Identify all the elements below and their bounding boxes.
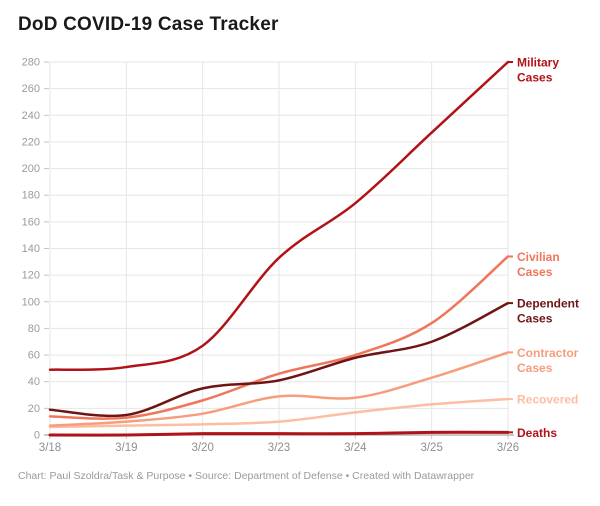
y-axis-label: 100 (22, 296, 40, 308)
chart-footer: Chart: Paul Szoldra/Task & Purpose • Sou… (18, 470, 475, 482)
y-axis-label: 0 (34, 430, 40, 442)
y-axis-label: 180 (22, 190, 40, 202)
series-line-dependent-cases (48, 301, 510, 418)
series-label-dependent-cases: Dependent Cases (517, 297, 579, 326)
y-axis-label: 280 (22, 57, 40, 69)
y-axis-label: 160 (22, 216, 40, 228)
y-axis-label: 140 (22, 243, 40, 255)
series-label-contractor-cases: Contractor Cases (517, 346, 579, 375)
y-axis-label: 80 (28, 323, 40, 335)
y-axis-label: 40 (28, 376, 40, 388)
y-axis-label: 260 (22, 83, 40, 95)
x-axis-label: 3/23 (268, 442, 290, 454)
series-label-recovered: Recovered (517, 393, 578, 407)
series-label-military-cases: Military Cases (517, 56, 559, 85)
y-axis-label: 220 (22, 136, 40, 148)
series-line-deaths (48, 430, 510, 437)
series-line-contractor-cases (48, 351, 510, 427)
y-axis-label: 20 (28, 403, 40, 415)
series-line-civilian-cases (48, 255, 510, 420)
x-axis-label: 3/24 (344, 442, 367, 454)
y-axis-label: 120 (22, 270, 40, 282)
series-label-deaths: Deaths (517, 426, 557, 440)
series-line-recovered (48, 397, 510, 429)
x-axis-label: 3/19 (115, 442, 137, 454)
y-axis-label: 60 (28, 350, 40, 362)
line-chart: 0 20 40 60 80 100 120 140 160 180 200 220 240 260 280 3… (22, 56, 579, 455)
x-axis-label: 3/26 (497, 442, 519, 454)
y-axis-label: 200 (22, 163, 40, 175)
x-axis-label: 3/25 (420, 442, 442, 454)
series-line-military-cases (48, 60, 510, 371)
x-axis-label: 3/18 (39, 442, 61, 454)
x-axis-label: 3/20 (191, 442, 213, 454)
chart-title: DoD COVID-19 Case Tracker (18, 14, 279, 35)
series-label-civilian-cases: Civilian Cases (517, 250, 560, 279)
y-axis-label: 240 (22, 110, 40, 122)
